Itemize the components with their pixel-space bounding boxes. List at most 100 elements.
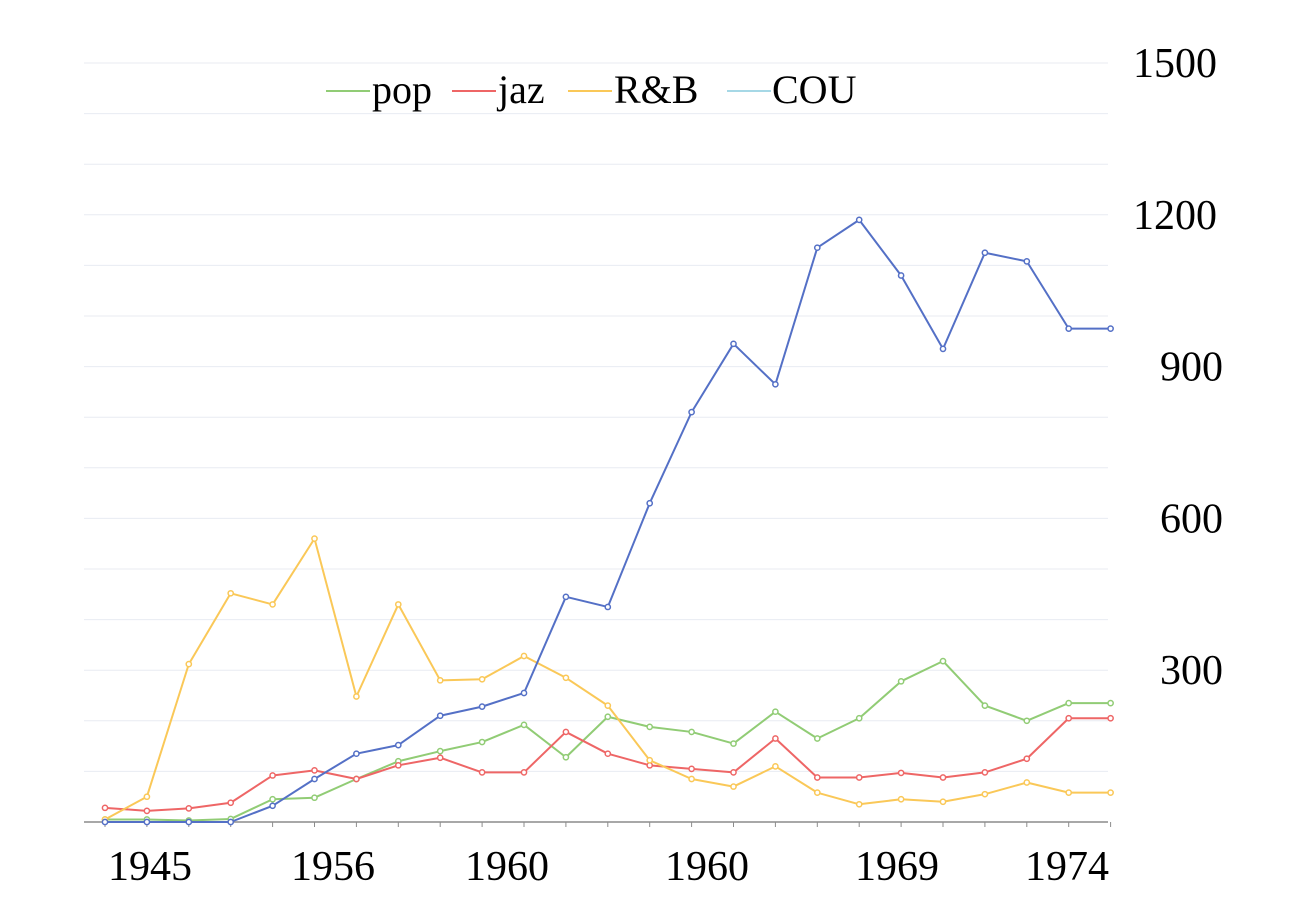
legend-label: COU [772, 67, 857, 112]
data-point [981, 702, 989, 709]
data-point [562, 753, 570, 761]
data-point [772, 735, 779, 742]
x-tick-label: 1974 [1025, 844, 1109, 890]
data-point [562, 728, 570, 736]
legend-item-cou[interactable]: COU [727, 67, 857, 112]
legend-label: jaz [496, 67, 545, 112]
data-point [478, 703, 486, 710]
x-tick-label: 1969 [855, 844, 939, 890]
data-point [730, 783, 737, 790]
data-point [562, 674, 570, 682]
data-point [772, 762, 779, 770]
data-point [1065, 325, 1073, 332]
data-point [394, 741, 402, 749]
data-point [646, 723, 654, 731]
legend-item-jaz[interactable]: jaz [452, 67, 545, 112]
data-point [478, 738, 486, 746]
data-point [813, 789, 821, 797]
data-point [227, 799, 235, 807]
data-point [897, 677, 905, 685]
data-point [185, 818, 193, 826]
data-point [311, 794, 318, 802]
data-point [604, 713, 612, 721]
grid [84, 62, 1108, 772]
data-point [227, 589, 235, 597]
legend-label: R&B [614, 67, 698, 112]
data-point [730, 340, 737, 348]
legend-label: pop [372, 67, 432, 112]
legend-item-rb[interactable]: R&B [568, 67, 698, 112]
data-point [143, 807, 151, 815]
data-point [269, 795, 276, 803]
series-line [105, 218, 1111, 823]
data-point [1023, 717, 1031, 725]
data-point [813, 244, 821, 252]
data-point [855, 774, 863, 781]
data-point [478, 675, 486, 683]
data-point [730, 740, 737, 747]
data-point [855, 800, 863, 808]
axis-labels: 300 600 900 1200 1500 1945 1956 1960 1960 1969 197… [108, 41, 1223, 890]
y-tick-label: 300 [1160, 648, 1223, 694]
data-point [855, 216, 863, 224]
data-point [394, 761, 402, 769]
data-point [646, 499, 654, 507]
data-point [311, 767, 318, 774]
data-point [353, 693, 360, 700]
legend[interactable]: pop jaz R&B COU [326, 67, 857, 112]
data-point [897, 769, 905, 777]
data-point [688, 765, 695, 773]
data-point [1065, 714, 1073, 722]
data-point [101, 818, 109, 826]
data-point [1023, 755, 1031, 763]
y-tick-label: 600 [1160, 496, 1223, 542]
data-point [813, 735, 821, 742]
series-lines [101, 216, 1114, 826]
data-point [185, 660, 193, 668]
data-point [1023, 779, 1031, 786]
data-point [604, 702, 612, 709]
x-tick-label: 1960 [465, 844, 549, 890]
data-point [939, 774, 947, 781]
data-point [394, 601, 402, 608]
data-point [520, 769, 528, 776]
series-line [105, 660, 1111, 822]
data-point [520, 652, 528, 660]
data-point [269, 772, 276, 779]
series-cou [101, 216, 1114, 826]
data-point [1107, 714, 1114, 722]
x-tick-label: 1945 [108, 844, 192, 890]
data-point [520, 721, 528, 729]
data-point [772, 380, 779, 388]
data-point [143, 818, 151, 826]
data-point [353, 750, 360, 758]
data-point [688, 775, 695, 783]
x-axis [84, 821, 1112, 827]
data-point [478, 769, 486, 776]
series-line [104, 717, 1111, 812]
data-point [436, 747, 444, 755]
data-point [1107, 699, 1114, 707]
data-point [813, 774, 821, 781]
data-point [227, 818, 235, 826]
data-point [101, 804, 109, 812]
x-tick-label: 1960 [665, 844, 749, 890]
data-point [269, 802, 276, 810]
data-point [981, 790, 989, 798]
data-point [897, 795, 905, 803]
data-point [604, 603, 612, 611]
data-point [269, 601, 276, 608]
x-tick-label: 1956 [291, 844, 375, 890]
data-point [1065, 789, 1073, 797]
data-point [143, 793, 151, 801]
data-point [688, 728, 695, 736]
data-point [772, 708, 779, 716]
data-point [436, 676, 444, 684]
data-point [1107, 789, 1114, 797]
data-point [1065, 699, 1073, 707]
legend-item-pop[interactable]: pop [326, 67, 432, 112]
data-point [436, 754, 444, 762]
series-jaz [101, 714, 1114, 815]
data-point [939, 798, 947, 806]
